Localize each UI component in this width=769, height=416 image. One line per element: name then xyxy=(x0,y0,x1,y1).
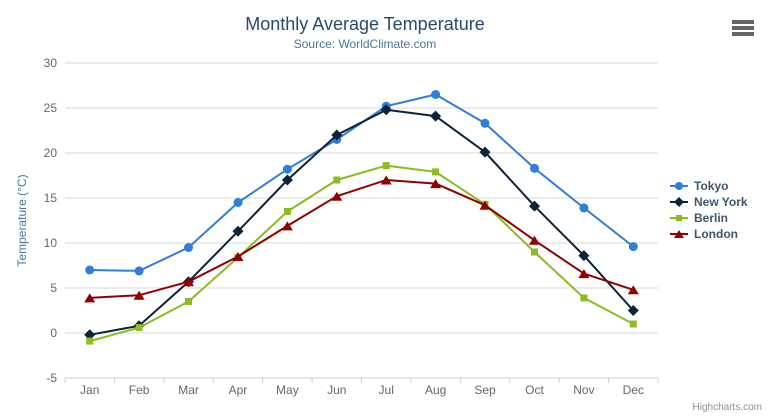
marker-new-york-jun[interactable] xyxy=(331,129,343,141)
marker-berlin-nov[interactable] xyxy=(580,294,588,302)
marker-tokyo-jan[interactable] xyxy=(85,265,95,275)
x-axis-label: Oct xyxy=(525,383,544,397)
marker-new-york-apr[interactable] xyxy=(232,225,244,237)
y-axis-label: 10 xyxy=(44,236,58,250)
marker-london-jul[interactable] xyxy=(380,175,392,185)
legend-item-london[interactable]: London xyxy=(669,226,748,242)
square-icon[interactable] xyxy=(676,215,682,221)
diamond-icon[interactable] xyxy=(674,197,684,207)
hamburger-icon xyxy=(732,20,754,24)
legend-label: London xyxy=(694,227,738,241)
marker-london-dec[interactable] xyxy=(627,285,639,295)
x-axis-label: Feb xyxy=(129,383,150,397)
marker-new-york-dec[interactable] xyxy=(627,305,639,316)
circle-icon[interactable] xyxy=(675,182,683,190)
square-legend-icon xyxy=(670,215,688,221)
diamond-legend-icon xyxy=(670,197,688,207)
marker-london-jun[interactable] xyxy=(331,191,343,201)
x-axis-label: Mar xyxy=(178,383,199,397)
marker-london-nov[interactable] xyxy=(578,269,590,279)
marker-tokyo-apr[interactable] xyxy=(233,198,243,207)
series-line-berlin xyxy=(88,164,635,343)
marker-berlin-oct[interactable] xyxy=(531,248,538,256)
y-axis-label: 5 xyxy=(50,281,57,295)
marker-new-york-sep[interactable] xyxy=(479,146,491,158)
marker-berlin-mar[interactable] xyxy=(185,298,192,305)
legend-label: Tokyo xyxy=(694,179,729,193)
triangle-icon[interactable] xyxy=(674,230,684,238)
marker-london-may[interactable] xyxy=(281,221,293,231)
x-axis-label: Sep xyxy=(474,383,496,397)
legend: Tokyo New York Berlin London xyxy=(669,178,748,242)
marker-tokyo-may[interactable] xyxy=(282,164,292,174)
circle-legend-icon xyxy=(670,182,688,190)
x-axis-label: Dec xyxy=(623,383,644,397)
marker-new-york-aug[interactable] xyxy=(430,110,442,122)
legend-item-tokyo[interactable]: Tokyo xyxy=(669,178,748,194)
x-axis-label: Jul xyxy=(379,383,394,397)
x-axis-label: Jun xyxy=(327,383,346,397)
x-axis-label: Nov xyxy=(573,383,594,397)
legend-label: New York xyxy=(694,195,748,209)
marker-new-york-jul[interactable] xyxy=(380,104,392,116)
marker-new-york-nov[interactable] xyxy=(578,250,590,262)
marker-berlin-jul[interactable] xyxy=(382,162,390,170)
legend-item-new-york[interactable]: New York xyxy=(669,194,748,210)
series-line-london xyxy=(88,179,635,299)
marker-tokyo-oct[interactable] xyxy=(530,163,539,173)
hamburger-icon xyxy=(732,26,754,30)
x-axis-label: Apr xyxy=(229,383,248,397)
marker-berlin-may[interactable] xyxy=(283,208,291,215)
legend-item-berlin[interactable]: Berlin xyxy=(669,210,748,226)
series-line-tokyo xyxy=(88,93,635,272)
y-axis-title: Temperature (°C) xyxy=(15,174,29,266)
marker-london-apr[interactable] xyxy=(232,252,244,261)
marker-tokyo-aug[interactable] xyxy=(431,90,441,99)
series-london xyxy=(84,175,639,303)
legend-label: Berlin xyxy=(694,211,729,225)
marker-london-mar[interactable] xyxy=(183,277,194,287)
marker-berlin-aug[interactable] xyxy=(432,168,440,176)
marker-berlin-jun[interactable] xyxy=(333,176,341,184)
chart-title: Monthly Average Temperature xyxy=(245,14,485,34)
y-axis-label: 20 xyxy=(44,146,58,160)
marker-berlin-dec[interactable] xyxy=(629,320,637,328)
y-axis-label: 30 xyxy=(44,56,58,70)
marker-tokyo-dec[interactable] xyxy=(628,242,638,252)
marker-tokyo-feb[interactable] xyxy=(134,266,144,276)
marker-london-feb[interactable] xyxy=(133,290,145,300)
marker-new-york-jan[interactable] xyxy=(84,329,96,341)
marker-new-york-may[interactable] xyxy=(281,174,293,186)
series-tokyo xyxy=(85,90,638,276)
credits-link[interactable]: Highcharts.com xyxy=(692,402,762,413)
marker-new-york-oct[interactable] xyxy=(529,200,540,212)
y-axis-label: -5 xyxy=(46,371,57,385)
x-axis-label: Aug xyxy=(425,383,446,397)
hamburger-icon xyxy=(732,32,754,36)
triangle-legend-icon xyxy=(670,230,688,238)
chart-subtitle: Source: WorldClimate.com xyxy=(293,37,437,51)
marker-berlin-jan[interactable] xyxy=(86,337,94,345)
y-axis-label: 25 xyxy=(44,101,58,115)
x-axis-label: May xyxy=(276,383,299,397)
y-axis-label: 0 xyxy=(50,326,57,340)
series-line-new-york xyxy=(88,108,635,336)
y-axis-label: 15 xyxy=(44,191,58,205)
marker-berlin-feb[interactable] xyxy=(135,324,143,332)
marker-london-aug[interactable] xyxy=(430,179,442,189)
marker-tokyo-mar[interactable] xyxy=(184,243,193,252)
marker-tokyo-nov[interactable] xyxy=(579,203,589,213)
x-axis-label: Jan xyxy=(80,383,99,397)
marker-london-sep[interactable] xyxy=(479,200,491,210)
marker-london-oct[interactable] xyxy=(529,235,540,245)
export-menu-button[interactable] xyxy=(732,20,754,36)
marker-london-jan[interactable] xyxy=(84,293,96,303)
series-new-york xyxy=(84,104,639,341)
marker-tokyo-sep[interactable] xyxy=(480,118,490,128)
